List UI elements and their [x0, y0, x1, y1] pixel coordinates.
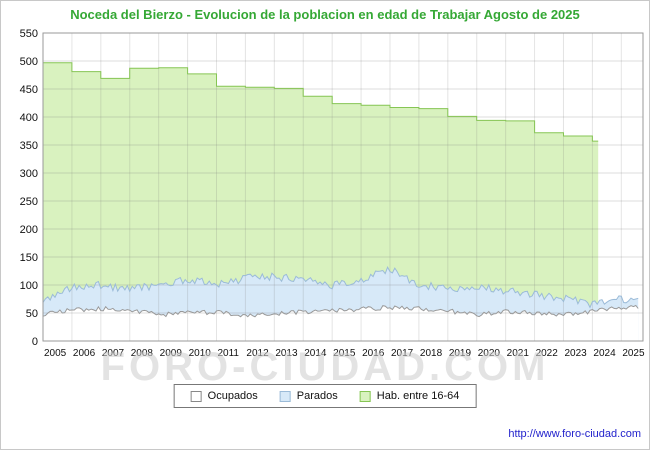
svg-text:150: 150 [20, 252, 38, 264]
svg-text:2013: 2013 [275, 348, 298, 359]
chart-title: Noceda del Bierzo - Evolucion de la pobl… [70, 7, 580, 22]
svg-text:0: 0 [32, 336, 38, 348]
svg-text:250: 250 [20, 196, 38, 208]
svg-text:200: 200 [20, 224, 38, 236]
svg-text:2020: 2020 [478, 348, 501, 359]
legend-label-parados: Parados [296, 390, 338, 402]
legend-item-hab-16-64: Hab. entre 16-64 [359, 390, 460, 402]
ocupados-swatch-icon [190, 390, 202, 402]
svg-text:550: 550 [20, 28, 38, 40]
svg-text:2017: 2017 [391, 348, 414, 359]
svg-text:450: 450 [20, 84, 38, 96]
svg-text:300: 300 [20, 168, 38, 180]
svg-text:400: 400 [20, 112, 38, 124]
svg-text:2024: 2024 [593, 348, 616, 359]
svg-text:50: 50 [26, 308, 38, 320]
svg-text:100: 100 [20, 280, 38, 292]
svg-text:350: 350 [20, 140, 38, 152]
svg-text:2019: 2019 [449, 348, 472, 359]
svg-text:2021: 2021 [507, 348, 530, 359]
svg-text:2005: 2005 [44, 348, 67, 359]
legend-label-hab-16-64: Hab. entre 16-64 [376, 390, 460, 402]
svg-text:2014: 2014 [304, 348, 327, 359]
svg-text:2006: 2006 [73, 348, 96, 359]
svg-text:500: 500 [20, 56, 38, 68]
svg-text:2025: 2025 [622, 348, 645, 359]
svg-text:2010: 2010 [189, 348, 212, 359]
svg-text:2023: 2023 [564, 348, 587, 359]
svg-text:2012: 2012 [246, 348, 269, 359]
hab-16-64-swatch-icon [359, 390, 371, 402]
svg-text:2007: 2007 [102, 348, 125, 359]
svg-text:2009: 2009 [160, 348, 183, 359]
legend-label-ocupados: Ocupados [207, 390, 258, 402]
svg-text:2016: 2016 [362, 348, 385, 359]
footer-link[interactable]: http://www.foro-ciudad.com [508, 428, 641, 440]
parados-swatch-icon [279, 390, 291, 402]
svg-text:2008: 2008 [131, 348, 154, 359]
legend-item-ocupados: Ocupados [190, 390, 258, 402]
svg-text:2018: 2018 [420, 348, 443, 359]
svg-text:2011: 2011 [217, 348, 239, 359]
svg-text:2022: 2022 [536, 348, 559, 359]
svg-text:2015: 2015 [333, 348, 356, 359]
legend-item-parados: Parados [279, 390, 338, 402]
legend: Ocupados Parados Hab. entre 16-64 [173, 384, 477, 408]
